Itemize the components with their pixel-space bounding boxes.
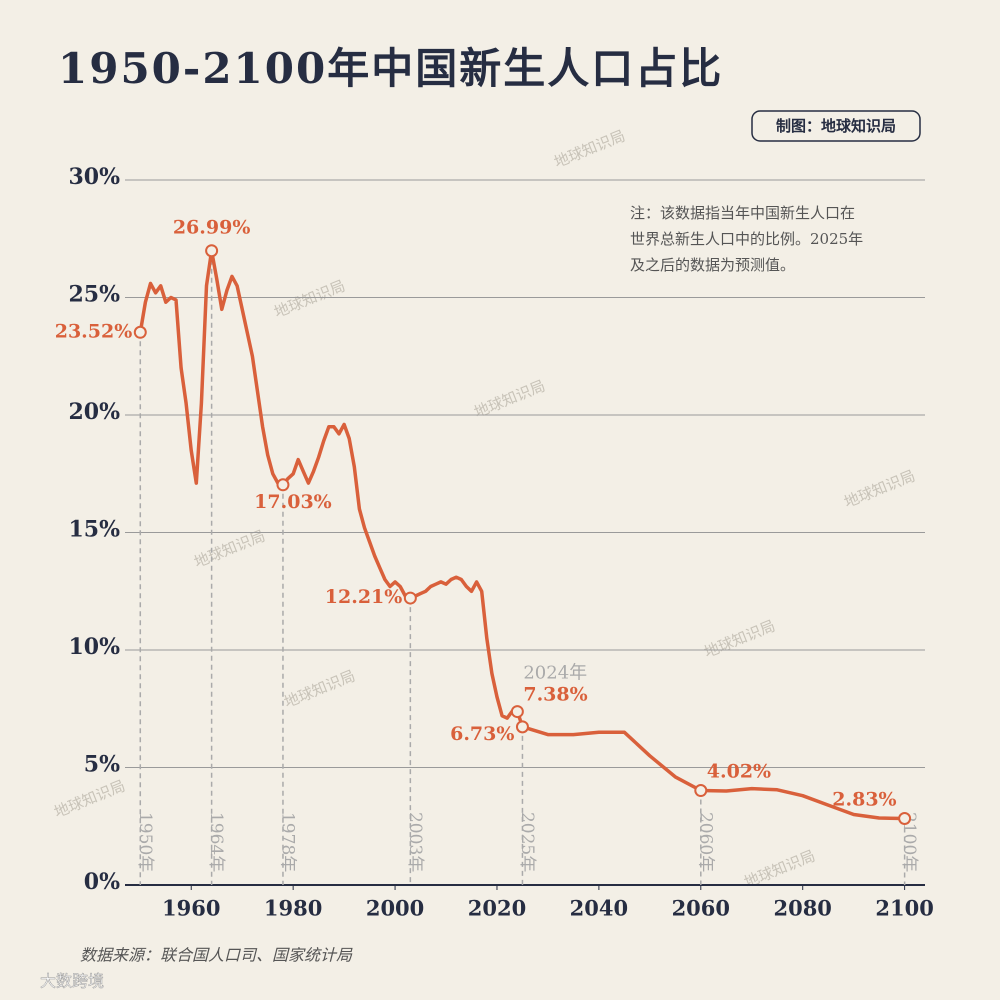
y-tick-label: 10%	[68, 634, 120, 660]
highlight-point	[133, 325, 147, 339]
value-label: 12.21%	[325, 586, 403, 608]
value-label: 7.38%	[523, 684, 587, 706]
note-line: 世界总新生人口中的比例。2025年	[630, 230, 863, 248]
highlight-point	[276, 478, 290, 492]
y-tick-label: 30%	[68, 164, 120, 190]
y-tick-label: 25%	[68, 282, 120, 308]
credit-box	[751, 110, 921, 142]
highlight-point	[515, 720, 529, 734]
x-tick-label: 2100	[875, 896, 933, 921]
x-tick-label: 2060	[672, 896, 730, 921]
value-label: 17.03%	[254, 491, 332, 513]
year-label: 1978年	[277, 812, 297, 872]
value-label: 4.02%	[707, 761, 771, 783]
year-label: 1950年	[135, 812, 155, 872]
x-tick-label: 1980	[264, 896, 322, 921]
year-label: 2025年	[517, 812, 537, 872]
x-tick-label: 2020	[468, 896, 526, 921]
value-label: 2.83%	[832, 788, 896, 810]
highlight-point	[205, 244, 219, 258]
logo: 大数跨境	[40, 972, 104, 991]
x-tick-label: 2040	[570, 896, 628, 921]
note-line: 注：该数据指当年中国新生人口在	[630, 204, 855, 222]
value-label: 26.99%	[173, 217, 251, 239]
year-label: 2100年	[899, 812, 919, 872]
chart-title: 1950-2100年中国新生人口占比	[58, 44, 723, 93]
year-label: 2003年	[405, 812, 425, 872]
y-tick-label: 20%	[68, 399, 120, 425]
year-label: 2060年	[695, 812, 715, 872]
highlight-point	[898, 811, 912, 825]
y-tick-label: 15%	[68, 517, 120, 543]
y-tick-label: 0%	[84, 869, 120, 895]
credit: 制图：地球知识局	[776, 117, 896, 135]
x-tick-label: 2000	[366, 896, 424, 921]
source: 数据来源：联合国人口司、国家统计局	[80, 946, 353, 965]
value-label: 23.52%	[55, 320, 133, 342]
highlight-point	[403, 591, 417, 605]
x-tick-label: 1960	[162, 896, 220, 921]
y-tick-label: 5%	[84, 752, 120, 778]
highlight-point	[510, 705, 524, 719]
year-label: 2024年	[523, 663, 587, 684]
year-label: 1964年	[206, 812, 226, 872]
note-line: 及之后的数据为预测值。	[630, 256, 795, 274]
highlight-point	[694, 784, 708, 798]
value-label: 6.73%	[450, 723, 514, 745]
x-tick-label: 2080	[773, 896, 831, 921]
